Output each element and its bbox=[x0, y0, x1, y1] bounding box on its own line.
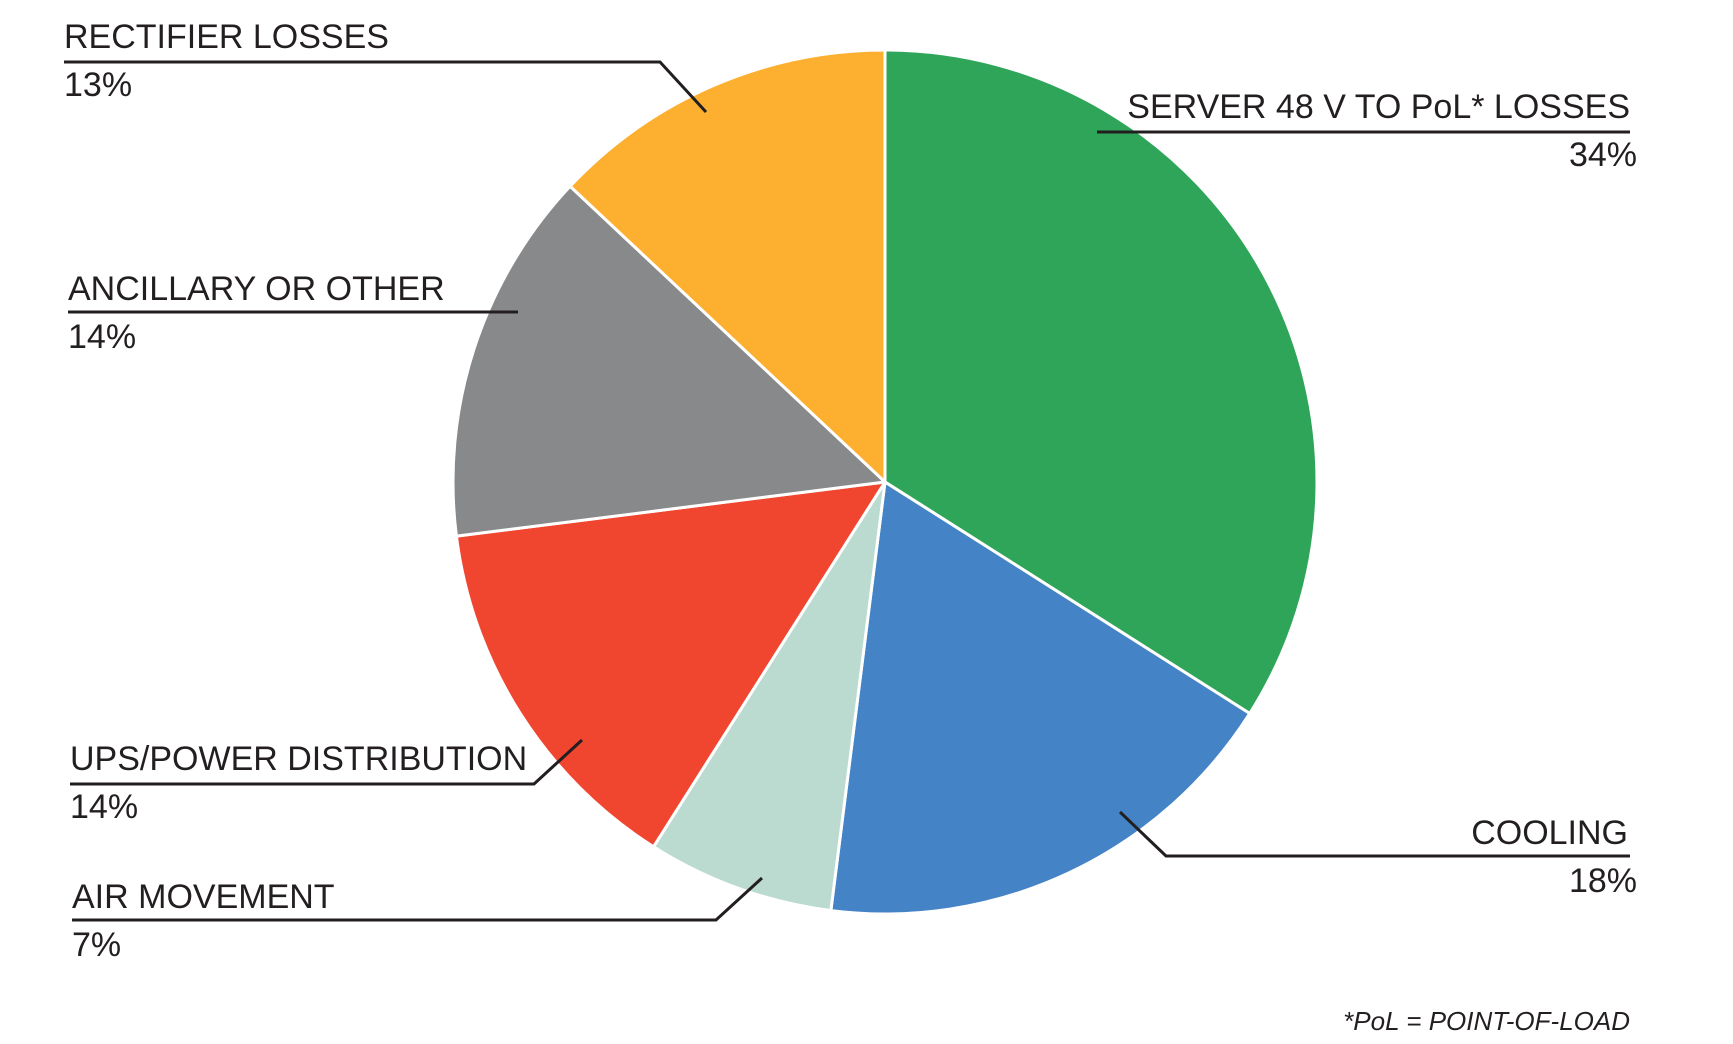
label-rectifier-losses: RECTIFIER LOSSES bbox=[64, 18, 389, 56]
leader-air-movement bbox=[72, 876, 764, 922]
label-ups-power-distribution: UPS/POWER DISTRIBUTION bbox=[70, 740, 527, 778]
value-server-losses: 34% bbox=[1569, 136, 1637, 174]
label-air-movement: AIR MOVEMENT bbox=[72, 878, 335, 916]
footnote: *PoL = POINT-OF-LOAD bbox=[1343, 1006, 1630, 1036]
value-air-movement: 7% bbox=[72, 926, 121, 964]
leader-cooling bbox=[1118, 810, 1630, 858]
value-ancillary-other: 14% bbox=[68, 318, 136, 356]
value-ups-power-distribution: 14% bbox=[70, 788, 138, 826]
pie-slices bbox=[451, 48, 1319, 916]
pie-slice-air-movement bbox=[652, 480, 887, 913]
leader-ups-power-distribution bbox=[70, 738, 584, 786]
leader-rectifier-losses bbox=[64, 60, 708, 114]
pie-slice-rectifier-losses bbox=[568, 48, 887, 484]
pie-slice-cooling bbox=[829, 480, 1252, 916]
label-cooling: COOLING bbox=[1471, 814, 1628, 852]
pie-slice-ancillary-other bbox=[451, 184, 887, 538]
label-ancillary-other: ANCILLARY OR OTHER bbox=[68, 270, 445, 308]
value-cooling: 18% bbox=[1569, 862, 1637, 900]
leader-lines bbox=[64, 60, 1630, 922]
pie-slice-server-losses bbox=[883, 48, 1319, 715]
label-server-losses: SERVER 48 V TO PoL* LOSSES bbox=[1127, 88, 1630, 126]
value-rectifier-losses: 13% bbox=[64, 66, 132, 104]
